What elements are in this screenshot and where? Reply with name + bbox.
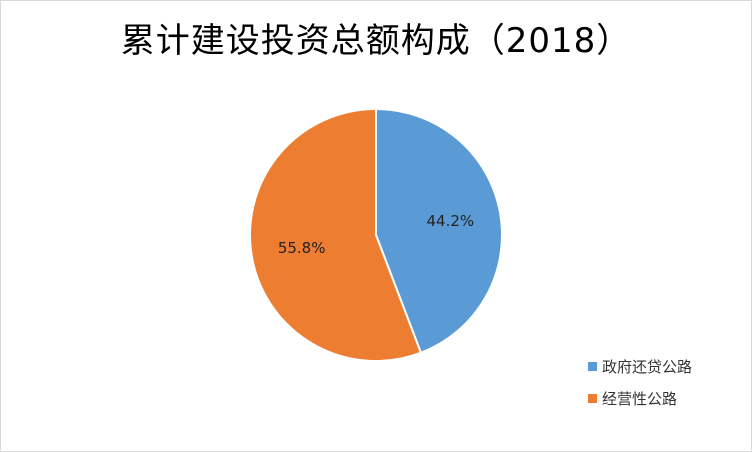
pie-slice-operating (249, 107, 423, 362)
legend-item-operating: 经营性公路 (588, 388, 692, 409)
pie-slice-government (375, 107, 503, 355)
legend-label-government: 政府还贷公路 (602, 358, 693, 376)
legend: 政府还贷公路 经营性公路 (588, 356, 692, 420)
legend-swatch-operating (588, 394, 597, 403)
legend-item-government: 政府还贷公路 (588, 356, 692, 377)
chart-title: 累计建设投资总额构成（2018） (120, 21, 632, 61)
legend-swatch-government (588, 362, 597, 371)
data-label-operating: 55.8% (278, 239, 326, 257)
data-label-government: 44.2% (427, 212, 475, 230)
legend-label-operating: 经营性公路 (602, 390, 678, 408)
